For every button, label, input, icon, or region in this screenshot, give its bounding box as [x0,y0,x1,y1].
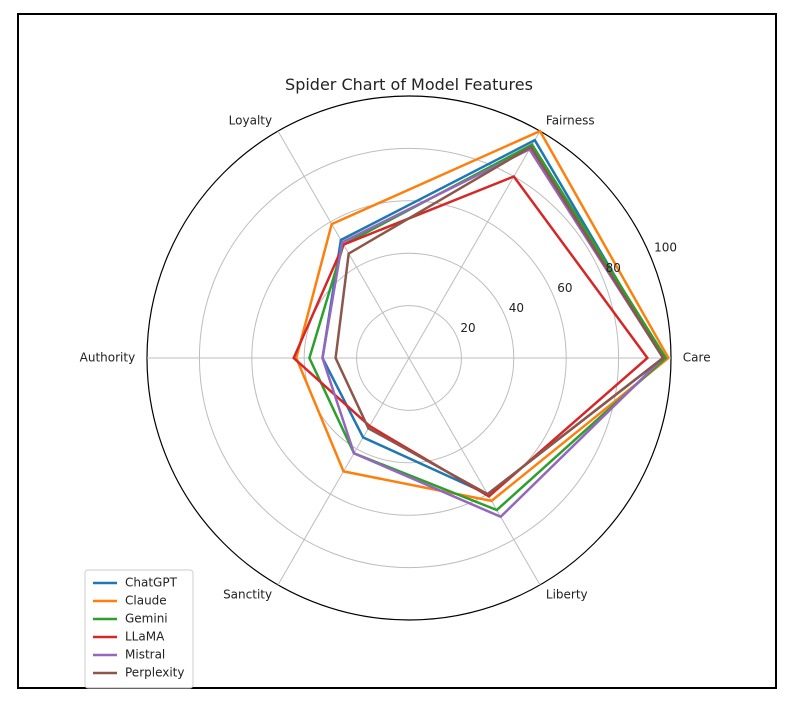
legend-label-mistral: Mistral [125,648,165,662]
axis-label-loyalty: Loyalty [229,113,272,127]
radial-tick-labels: 20 40 60 80 100 [460,241,677,335]
spoke-fairness [408,130,541,359]
series-claude [294,129,671,503]
axis-label-care: Care [683,351,711,365]
legend-box [84,569,194,689]
chart-title: Spider Chart of Model Features [285,75,533,94]
axis-label-authority: Authority [80,351,136,365]
axis-labels: Care Fairness Loyalty Authority Sanctity Libe… [80,113,711,601]
legend-label-chatgpt: ChatGPT [125,576,178,590]
series-lines [292,129,671,519]
series-llama [292,174,650,498]
legend-label-llama: LLaMA [125,630,165,644]
radial-tick-label-20: 20 [460,321,475,335]
legend: ChatGPT Claude Gemini LLaMA Mistral Perplexit… [84,569,194,689]
radial-tick-label-60: 60 [557,281,572,295]
legend-label-claude: Claude [125,594,167,608]
radial-tick-label-80: 80 [606,261,621,275]
axis-label-sanctity: Sanctity [223,588,272,602]
grid [146,95,672,621]
series-gemini [308,143,668,512]
axis-label-fairness: Fairness [546,113,595,127]
legend-label-gemini: Gemini [125,612,168,626]
radial-tick-label-40: 40 [509,301,524,315]
radial-tick-label-100: 100 [654,241,677,255]
legend-label-perplexity: Perplexity [125,666,185,680]
spoke-liberty [408,357,541,586]
series-mistral [321,147,665,519]
axis-label-liberty: Liberty [546,588,588,602]
series-perplexity [334,145,665,496]
